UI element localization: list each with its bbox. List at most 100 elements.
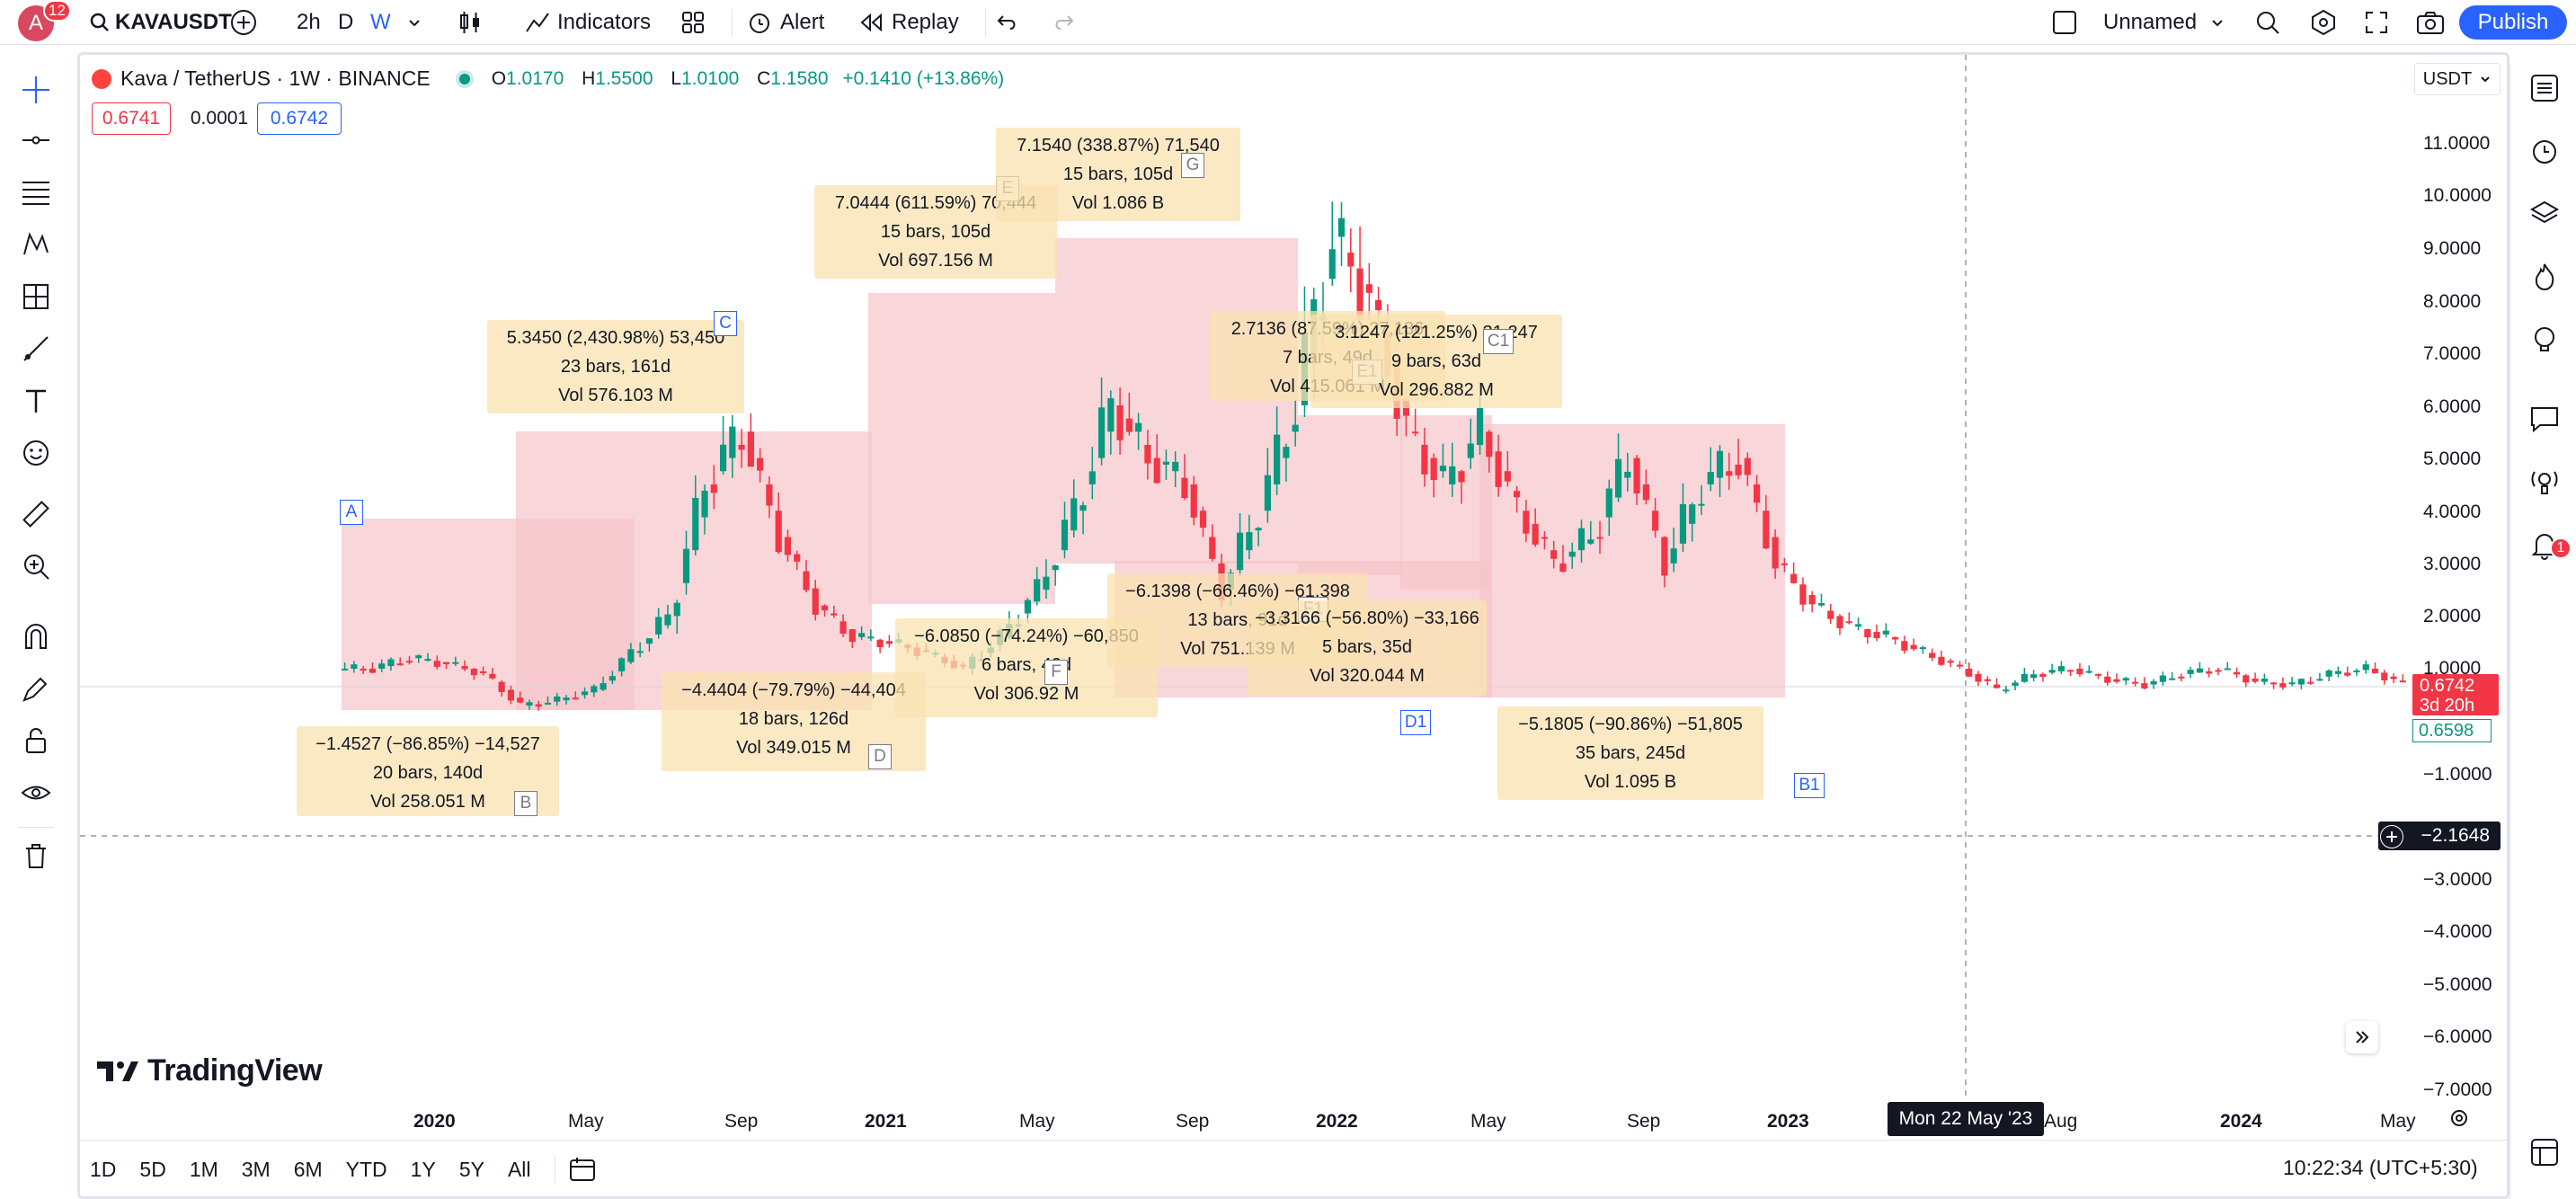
price-range-zone (1479, 424, 1785, 697)
range-1m[interactable]: 1M (189, 1157, 218, 1181)
settings-button[interactable] (2310, 0, 2337, 45)
candle-body (876, 639, 884, 648)
range-5d[interactable]: 5D (139, 1157, 166, 1181)
pattern-stats-box[interactable] (1310, 315, 1562, 408)
pattern-point-label[interactable]: B1 (1794, 773, 1825, 798)
layout-selector[interactable]: Unnamed (2051, 0, 2225, 45)
crosshair-tool[interactable] (18, 72, 54, 108)
chart-pane[interactable] (77, 52, 2509, 1199)
pattern-point-label[interactable]: D (868, 744, 892, 769)
pattern-tool[interactable] (18, 226, 54, 262)
hide-drawings-tool[interactable] (18, 775, 54, 811)
fib-tool[interactable] (18, 174, 54, 210)
indicators-button[interactable]: Indicators (525, 0, 651, 45)
lock-drawings-tool[interactable] (18, 723, 54, 759)
text-tool[interactable] (18, 383, 54, 419)
candle-body (2353, 670, 2360, 672)
pattern-stats-box[interactable] (487, 320, 744, 413)
symbol-search[interactable]: KAVAUSDT (90, 0, 232, 45)
chart-type-button[interactable] (458, 0, 482, 45)
pattern-point-label[interactable]: G (1181, 153, 1204, 178)
replay-button[interactable]: Replay (859, 0, 959, 45)
magnet-icon (25, 624, 47, 649)
candle-body (766, 484, 773, 506)
rewind-icon (860, 13, 882, 31)
interval-w[interactable]: W (370, 9, 391, 34)
remove-drawings-tool[interactable] (18, 838, 54, 874)
redo-button[interactable] (1052, 0, 1075, 45)
candle-body (1153, 457, 1160, 484)
alert-button[interactable]: Alert (746, 0, 824, 45)
candle-body (1568, 551, 1576, 557)
range-5y[interactable]: 5Y (458, 1157, 484, 1181)
range-1d[interactable]: 1D (90, 1157, 117, 1181)
tradingview-logo[interactable]: TradingView (95, 1053, 323, 1088)
axis-settings-button[interactable] (2445, 1104, 2474, 1132)
brush-tool[interactable] (18, 331, 54, 367)
price-chart[interactable] (80, 55, 2408, 1097)
stay-drawing-tool[interactable] (18, 671, 54, 706)
candle-body (831, 613, 838, 616)
forecast-tool[interactable] (18, 279, 54, 315)
magnet-tool[interactable] (18, 618, 54, 654)
alerts-panel-button[interactable] (2527, 133, 2563, 169)
streams-button[interactable] (2527, 464, 2563, 500)
scroll-to-realtime-button[interactable] (2346, 1021, 2378, 1053)
compare-add-button[interactable] (230, 0, 257, 45)
add-alert-plus-icon[interactable] (2380, 825, 2403, 848)
layouts-button[interactable] (681, 0, 705, 45)
price-tick-label: −5.0000 (2423, 974, 2492, 995)
data-window-button[interactable] (2527, 196, 2563, 232)
trend-line-tool[interactable] (18, 122, 54, 158)
ideas-button[interactable] (2527, 322, 2563, 358)
interval-d[interactable]: D (338, 9, 354, 34)
layers-icon (2529, 200, 2560, 224)
bid-price-box[interactable]: 0.6741 (92, 102, 171, 135)
hotlists-button[interactable] (2527, 259, 2563, 295)
emoji-tool[interactable] (18, 435, 54, 471)
candles-icon (460, 11, 479, 33)
measure-tool[interactable] (18, 496, 54, 532)
quick-search-button[interactable] (2254, 0, 2281, 45)
interval-dropdown[interactable] (406, 0, 422, 45)
undo-button[interactable] (996, 0, 1019, 45)
pattern-stats-box[interactable] (1248, 600, 1487, 696)
pattern-point-label[interactable]: C1 (1483, 329, 1514, 354)
pattern-stats-box[interactable] (1497, 706, 1763, 800)
symbol-title[interactable]: Kava / TetherUS · 1W · BINANCE (120, 67, 431, 90)
symbol-label: KAVAUSDT (115, 9, 232, 34)
candle-body (858, 633, 866, 637)
range-ytd[interactable]: YTD (345, 1157, 387, 1181)
range-3m[interactable]: 3M (241, 1157, 271, 1181)
magic-search-icon (2257, 11, 2279, 34)
interval-2h[interactable]: 2h (297, 9, 321, 34)
range-1y[interactable]: 1Y (410, 1157, 436, 1181)
clock-label[interactable]: 10:22:34 (UTC+5:30) (2283, 1156, 2478, 1179)
fullscreen-button[interactable] (2364, 0, 2389, 45)
pattern-point-label[interactable]: C (714, 311, 737, 336)
snapshot-button[interactable] (2416, 0, 2445, 45)
publish-button[interactable]: Publish (2459, 5, 2567, 40)
candle-body (2390, 676, 2397, 679)
ask-price-box[interactable]: 0.6742 (257, 102, 342, 135)
candle-body (1919, 647, 1926, 650)
candle-body (2057, 666, 2065, 671)
candle-body (1356, 268, 1364, 320)
xabcd-pattern-icon (23, 232, 49, 255)
object-tree-button[interactable] (2527, 1134, 2563, 1170)
pattern-point-label[interactable]: B (514, 791, 537, 816)
chats-button[interactable] (2527, 401, 2563, 437)
range-all[interactable]: All (507, 1157, 531, 1181)
pattern-point-label[interactable]: A (340, 500, 363, 525)
candle-body (1716, 450, 1724, 478)
candle-body (1624, 471, 1631, 478)
zoom-tool[interactable] (18, 548, 54, 584)
goto-date-icon[interactable] (568, 1156, 597, 1183)
candle-body (1467, 443, 1474, 458)
pattern-point-label[interactable]: D1 (1400, 710, 1431, 735)
currency-selector[interactable]: USDT (2414, 63, 2500, 95)
range-6m[interactable]: 6M (293, 1157, 323, 1181)
watchlist-button[interactable] (2527, 70, 2563, 106)
pattern-volume-line: Vol 1.086 B (1071, 193, 1165, 213)
pattern-point-label[interactable]: F (1044, 660, 1068, 685)
